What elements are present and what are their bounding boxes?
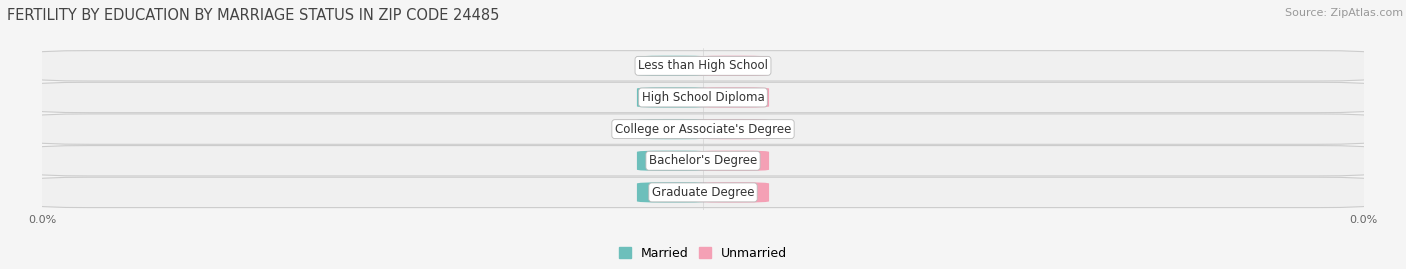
Text: FERTILITY BY EDUCATION BY MARRIAGE STATUS IN ZIP CODE 24485: FERTILITY BY EDUCATION BY MARRIAGE STATU… [7,8,499,23]
Text: 0.0%: 0.0% [659,187,688,197]
Text: 0.0%: 0.0% [718,93,747,102]
Text: Less than High School: Less than High School [638,59,768,72]
FancyBboxPatch shape [35,146,1371,176]
Text: Graduate Degree: Graduate Degree [652,186,754,199]
FancyBboxPatch shape [637,151,710,171]
Text: College or Associate's Degree: College or Associate's Degree [614,123,792,136]
FancyBboxPatch shape [35,114,1371,144]
FancyBboxPatch shape [696,119,769,139]
Text: Source: ZipAtlas.com: Source: ZipAtlas.com [1285,8,1403,18]
Text: 0.0%: 0.0% [718,156,747,166]
FancyBboxPatch shape [35,82,1371,113]
Text: High School Diploma: High School Diploma [641,91,765,104]
FancyBboxPatch shape [696,182,769,203]
Text: 0.0%: 0.0% [659,61,688,71]
FancyBboxPatch shape [35,51,1371,81]
Text: Bachelor's Degree: Bachelor's Degree [650,154,756,167]
Text: 0.0%: 0.0% [659,124,688,134]
Legend: Married, Unmarried: Married, Unmarried [613,242,793,265]
Text: 0.0%: 0.0% [718,187,747,197]
FancyBboxPatch shape [696,151,769,171]
FancyBboxPatch shape [637,87,710,108]
Text: 0.0%: 0.0% [659,156,688,166]
FancyBboxPatch shape [35,177,1371,208]
Text: 0.0%: 0.0% [718,61,747,71]
FancyBboxPatch shape [696,56,769,76]
FancyBboxPatch shape [637,56,710,76]
Text: 0.0%: 0.0% [718,124,747,134]
FancyBboxPatch shape [637,182,710,203]
FancyBboxPatch shape [637,119,710,139]
FancyBboxPatch shape [696,87,769,108]
Text: 0.0%: 0.0% [659,93,688,102]
